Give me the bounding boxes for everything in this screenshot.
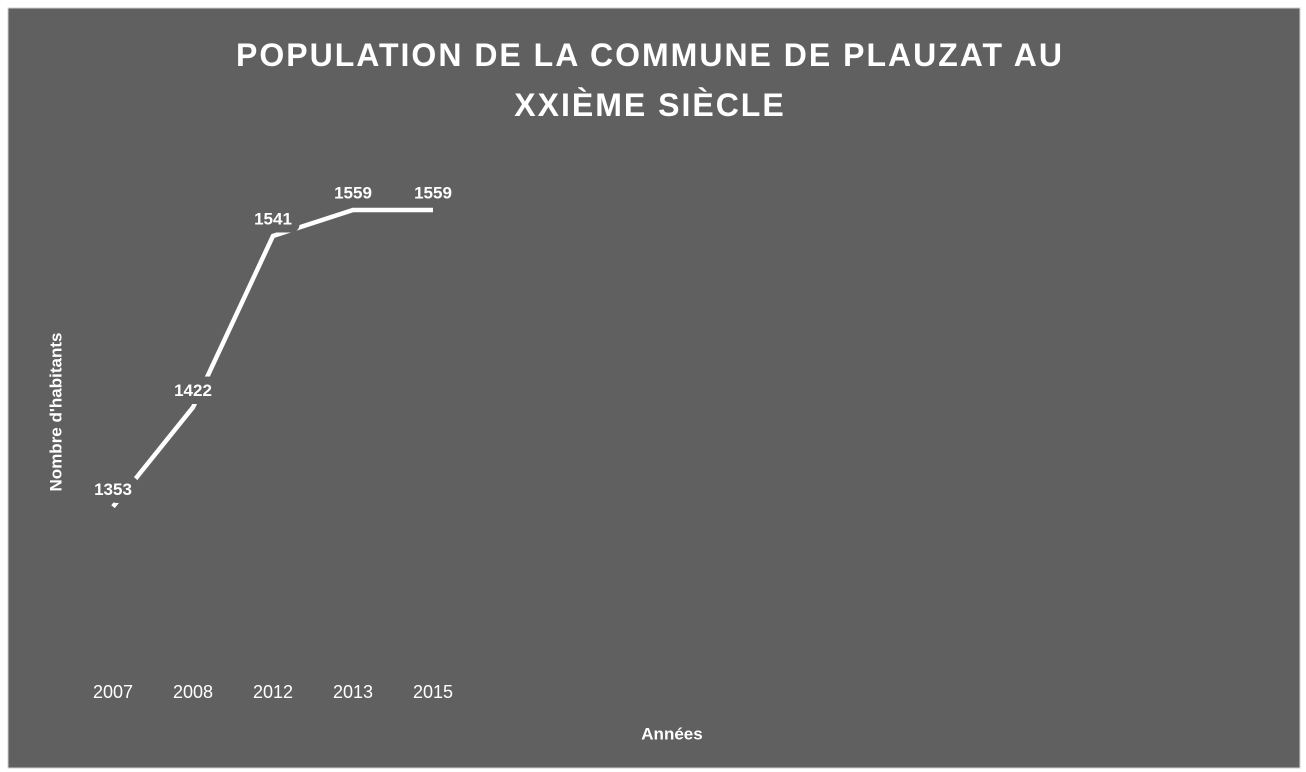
y-axis-title: Nombre d'habitants (46, 333, 65, 492)
line (111, 207, 433, 509)
data-label: 1541 (254, 209, 292, 228)
x-tick-label: 2008 (173, 682, 213, 702)
x-tick-label: 2012 (253, 682, 293, 702)
data-label: 1559 (414, 184, 452, 203)
chart-title: POPULATION DE LA COMMUNE DE PLAUZAT AU X… (236, 37, 1064, 123)
data-label: 1422 (174, 381, 212, 400)
chart-area (7, 7, 1301, 769)
x-tick-label: 2013 (333, 682, 373, 702)
data-label: 1559 (334, 184, 372, 203)
x-tick-label: 2015 (413, 682, 453, 702)
x-tick-label: 2007 (93, 682, 133, 702)
x-axis-title: Années (641, 724, 702, 743)
data-label: 1353 (94, 480, 132, 499)
